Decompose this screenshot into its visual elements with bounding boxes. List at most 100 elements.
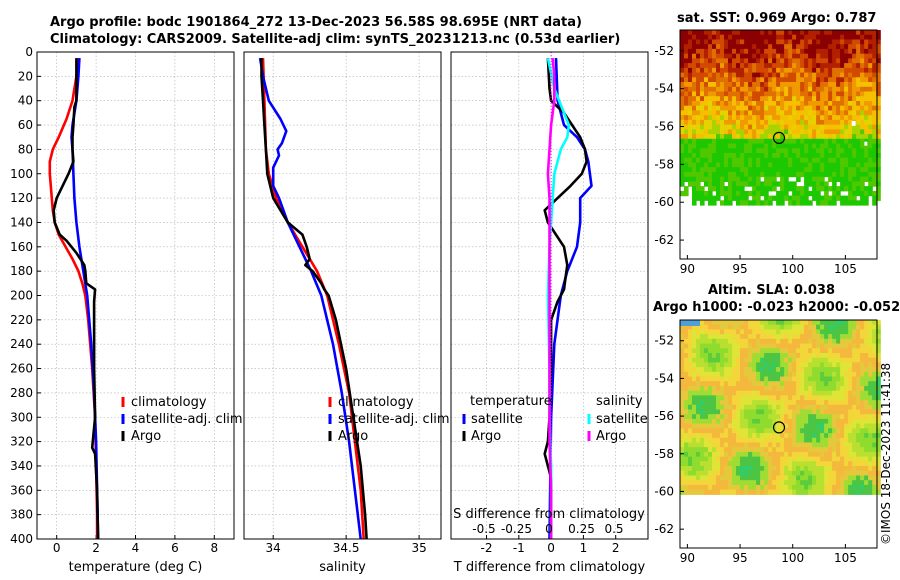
map-cell: [800, 451, 805, 458]
map-cell: [856, 428, 861, 434]
map-cell: [720, 334, 725, 340]
map-cell: [732, 30, 737, 36]
map-cell: [844, 390, 849, 396]
depth-tick-label: 320: [10, 435, 33, 449]
map-cell: [876, 129, 881, 135]
map-cell: [728, 409, 733, 415]
map-cell: [792, 58, 797, 64]
map-cell: [720, 475, 725, 481]
map-cell: [844, 153, 849, 159]
map-cell: [804, 82, 809, 88]
map-cell: [868, 167, 873, 173]
map-cell: [800, 461, 805, 467]
map-cell: [840, 110, 845, 116]
map-cell: [728, 338, 733, 345]
map-cell: [856, 371, 861, 378]
map-cell: [764, 489, 769, 495]
map-cell: [816, 67, 821, 74]
map-cell: [728, 176, 733, 182]
map-cell: [844, 334, 849, 340]
map-cell: [768, 423, 773, 429]
map-cell: [748, 362, 753, 368]
map-cell: [780, 338, 785, 345]
map-cell: [856, 475, 861, 481]
map-cell: [776, 86, 781, 93]
depth-tick-label: 60: [18, 118, 33, 132]
map-cell: [796, 134, 801, 140]
map-cell: [840, 386, 845, 392]
map-cell: [712, 101, 717, 107]
map-cell: [828, 461, 833, 467]
map-cell: [832, 367, 837, 373]
map-cell: [716, 129, 721, 135]
map-cell: [780, 176, 785, 182]
map-cell: [836, 470, 841, 476]
map-cell: [756, 433, 761, 439]
map-cell: [836, 53, 841, 59]
map-cell: [836, 461, 841, 467]
map-cell: [752, 190, 757, 197]
series-line-t-satellite: [548, 58, 593, 540]
map-cell: [856, 134, 861, 140]
map-cell: [756, 428, 761, 434]
map-cell: [768, 451, 773, 458]
map-cell: [688, 447, 693, 453]
map-cell: [680, 386, 685, 392]
map-cell: [688, 390, 693, 396]
map-cell: [800, 101, 805, 107]
map-cell: [780, 162, 785, 168]
map-cell: [724, 376, 729, 382]
map-cell: [772, 470, 777, 476]
map-cell: [792, 34, 797, 40]
map-cell: [692, 367, 697, 373]
map-cell: [820, 461, 825, 467]
map-cell: [808, 451, 813, 458]
map-cell: [708, 367, 713, 373]
map-cell: [684, 77, 689, 83]
map-cell: [752, 320, 757, 326]
map-cell: [808, 148, 813, 154]
map-cell: [848, 53, 853, 59]
map-cell: [868, 461, 873, 467]
map-cell: [748, 414, 753, 420]
map-cell: [840, 376, 845, 382]
map-cell: [708, 451, 713, 458]
map-cell: [756, 320, 761, 326]
map-cell: [828, 320, 833, 326]
map-cell: [816, 353, 821, 359]
map-cell: [792, 418, 797, 425]
map-cell: [848, 451, 853, 458]
map-cell: [756, 143, 761, 149]
map-cell: [860, 58, 865, 64]
map-cell: [716, 423, 721, 429]
map-cell: [868, 67, 873, 74]
map-cell: [828, 176, 833, 182]
map-cell: [840, 461, 845, 467]
map-cell: [836, 72, 841, 78]
map-cell: [836, 105, 841, 111]
map-cell: [732, 329, 737, 335]
map-cell: [824, 167, 829, 173]
xtick-label: 4: [132, 541, 140, 555]
map-cell: [868, 34, 873, 40]
map-cell: [852, 414, 857, 420]
map-cell: [792, 86, 797, 93]
map-cell: [752, 39, 757, 45]
map-cell: [784, 176, 789, 182]
map-cell: [768, 447, 773, 453]
map-cell: [756, 91, 761, 97]
map-cell: [716, 167, 721, 173]
map-cell: [724, 334, 729, 340]
map-cell: [764, 129, 769, 135]
map-cell: [796, 34, 801, 40]
map-cell: [772, 129, 777, 135]
map-cell: [808, 466, 813, 472]
map-cell: [704, 39, 709, 45]
map-cell: [712, 367, 717, 373]
map-cell: [860, 195, 865, 201]
map-cell: [860, 143, 865, 149]
map-cell: [712, 67, 717, 74]
map-cell: [708, 176, 713, 182]
map-cell: [872, 329, 877, 335]
map-cell: [756, 367, 761, 373]
